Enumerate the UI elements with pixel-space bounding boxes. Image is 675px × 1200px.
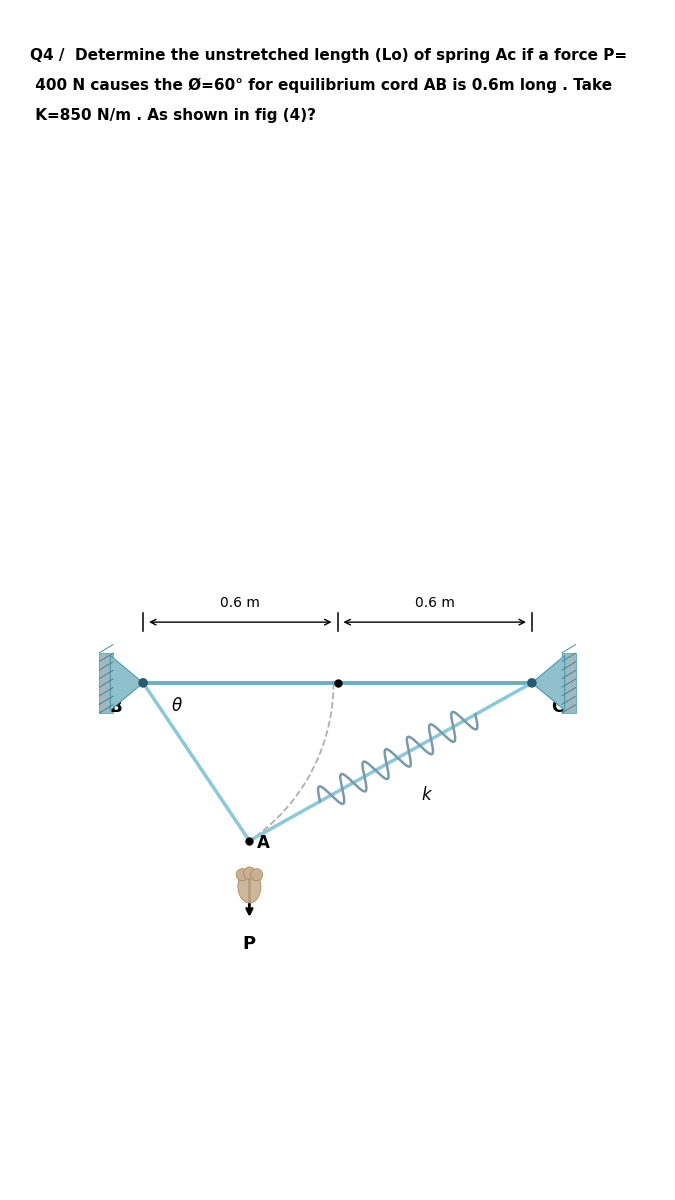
Circle shape bbox=[236, 869, 248, 881]
Bar bbox=[562, 653, 576, 713]
Text: θ: θ bbox=[171, 697, 182, 715]
Circle shape bbox=[139, 679, 147, 686]
Text: B: B bbox=[109, 698, 122, 716]
Text: Q4 /  Determine the unstretched length (Lo) of spring Ac if a force P=: Q4 / Determine the unstretched length (L… bbox=[30, 48, 628, 62]
Text: k: k bbox=[421, 786, 431, 804]
Text: A: A bbox=[257, 834, 270, 852]
Text: P: P bbox=[243, 935, 256, 953]
Polygon shape bbox=[110, 655, 143, 710]
Text: 400 N causes the Ø=60° for equilibrium cord AB is 0.6m long . Take: 400 N causes the Ø=60° for equilibrium c… bbox=[30, 78, 612, 94]
Text: 0.6 m: 0.6 m bbox=[414, 596, 455, 610]
Circle shape bbox=[528, 679, 536, 686]
Text: 0.6 m: 0.6 m bbox=[220, 596, 261, 610]
Text: C: C bbox=[551, 698, 564, 716]
Ellipse shape bbox=[238, 870, 261, 904]
Polygon shape bbox=[532, 655, 565, 710]
Circle shape bbox=[250, 869, 263, 881]
Circle shape bbox=[243, 866, 255, 880]
Bar bbox=[99, 653, 113, 713]
Text: K=850 N/m . As shown in fig (4)?: K=850 N/m . As shown in fig (4)? bbox=[30, 108, 317, 122]
